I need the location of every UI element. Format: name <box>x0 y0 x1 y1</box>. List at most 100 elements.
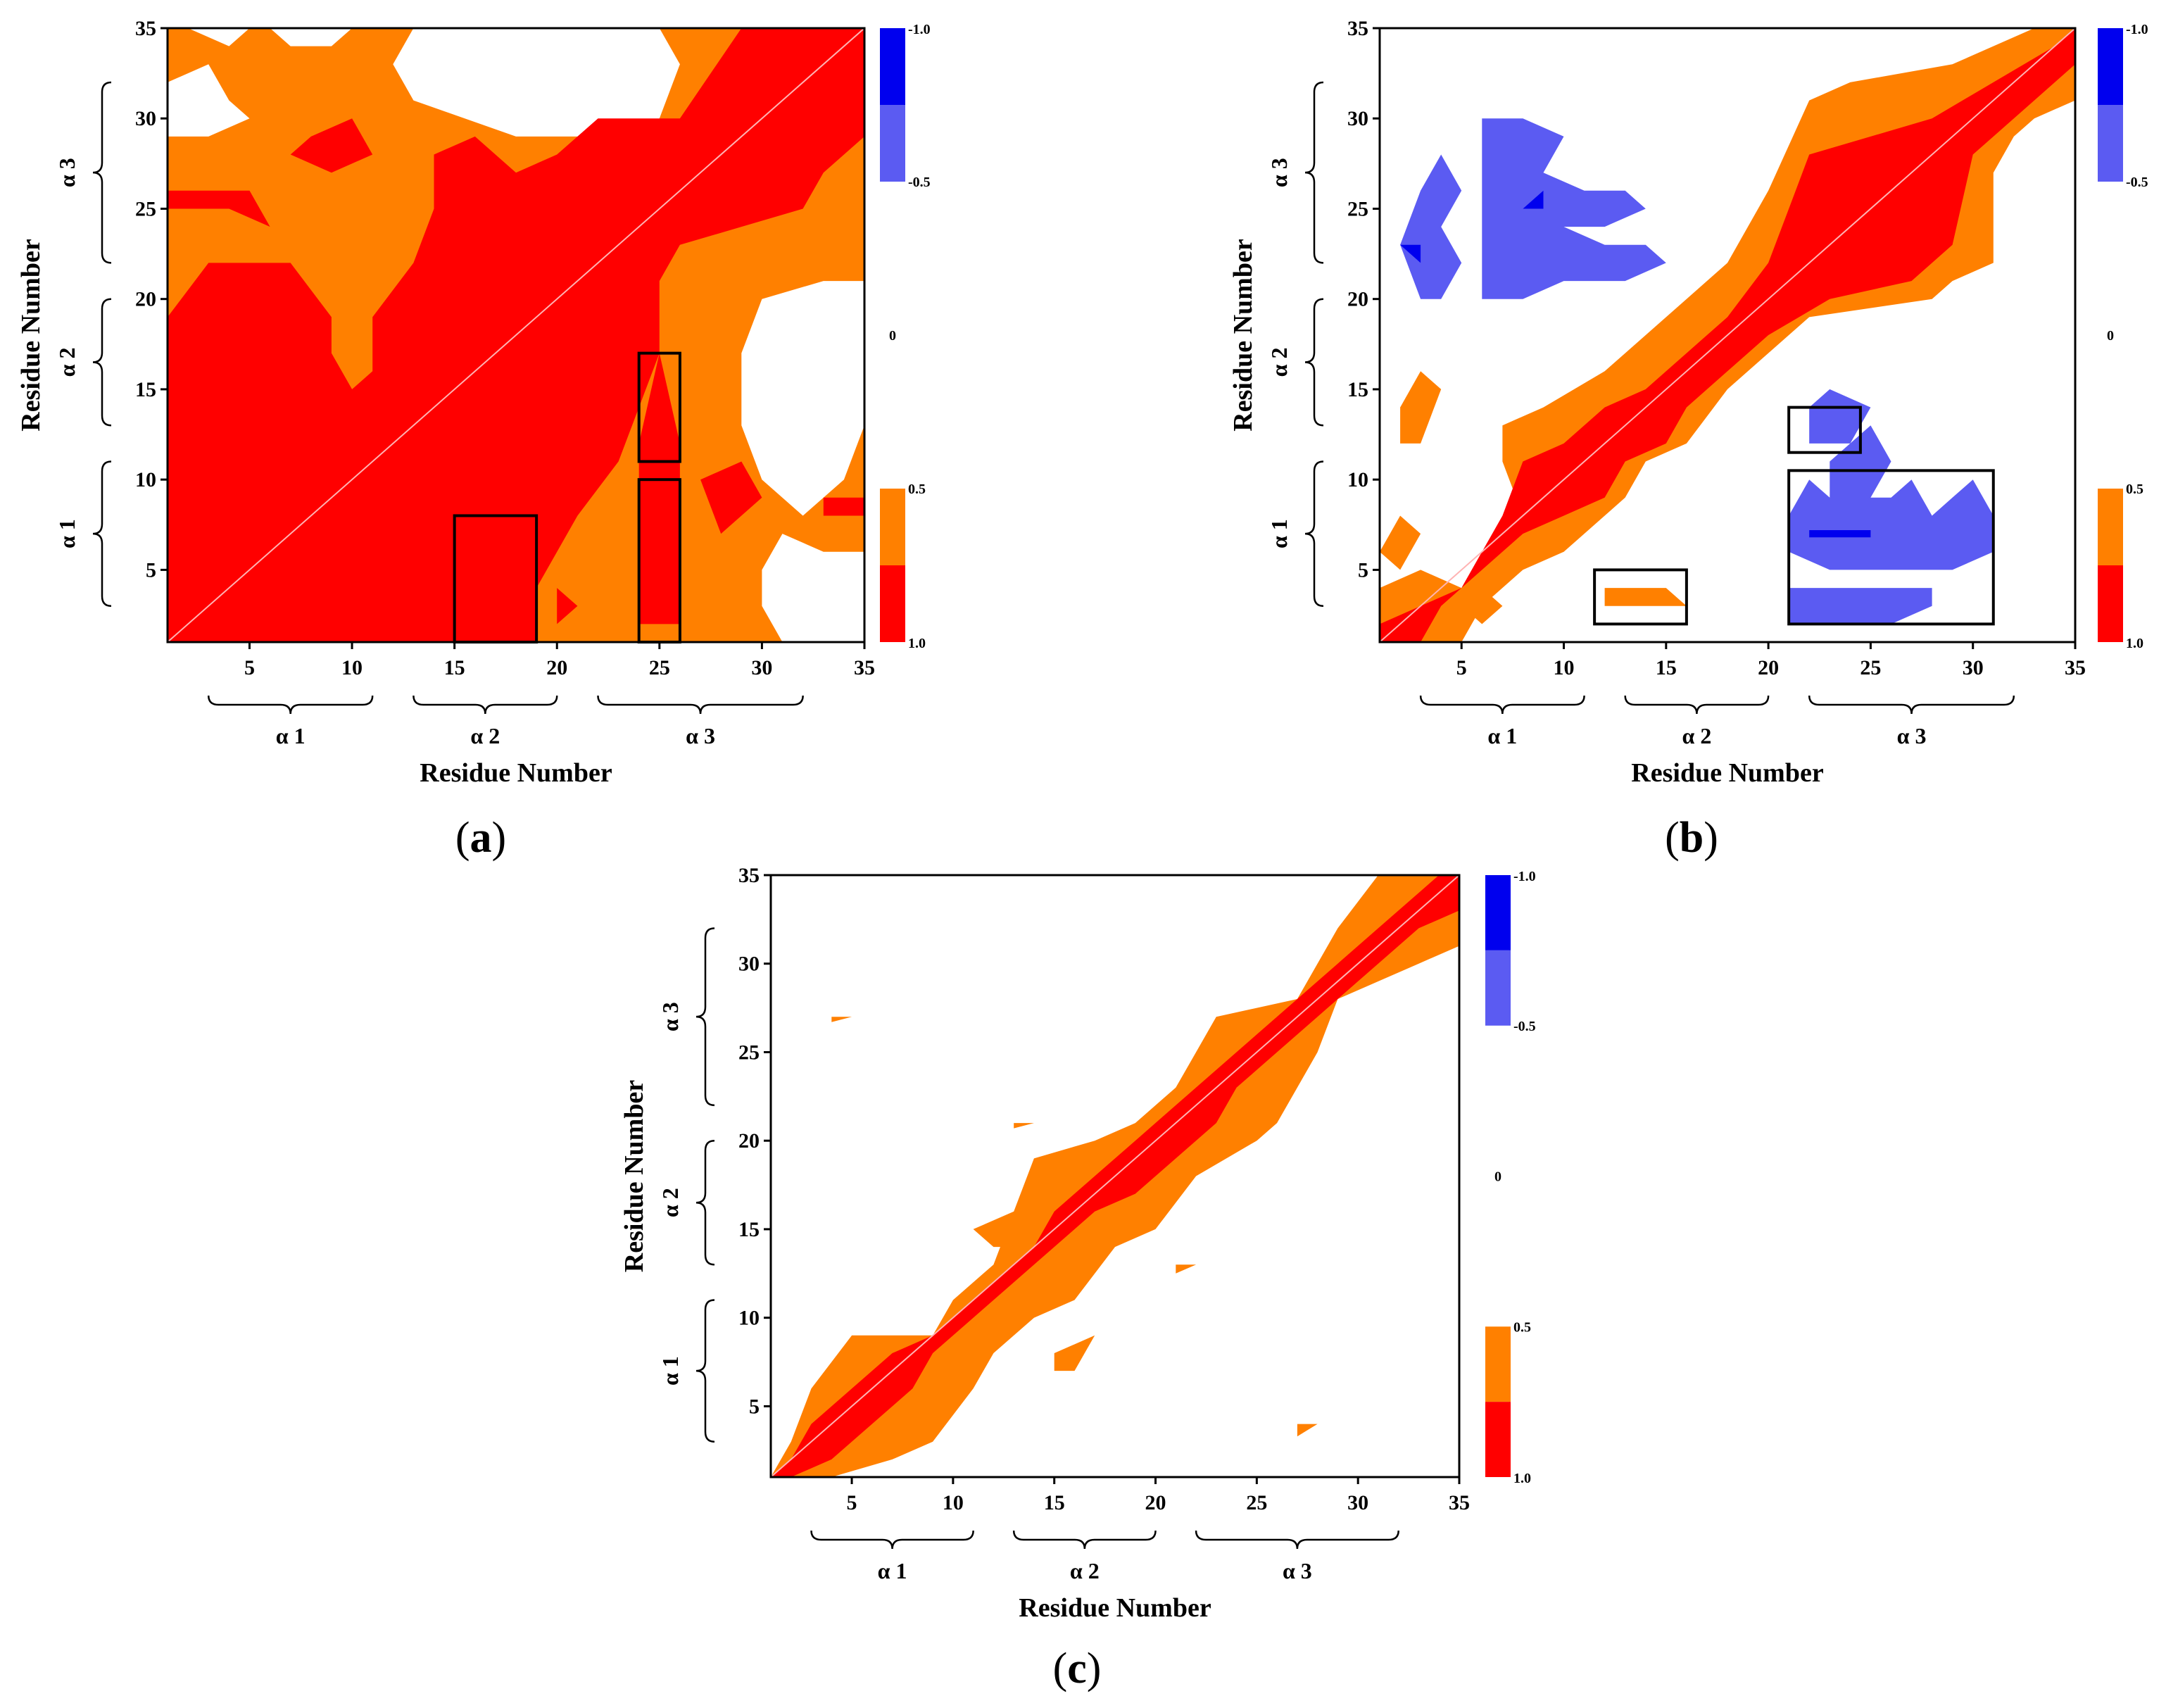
panel-label-part: a <box>470 814 492 862</box>
panel-label: (b) <box>1665 814 1718 862</box>
colorbar-segment <box>1485 875 1511 950</box>
y-tick-label: 10 <box>738 1307 760 1330</box>
y-helix-brace <box>695 927 715 1107</box>
plot-frame <box>769 874 1461 1478</box>
colorbar-label: 0.5 <box>1513 1319 1531 1335</box>
panel-label-part: b <box>1680 814 1704 862</box>
y-tick-label: 15 <box>738 1218 760 1241</box>
x-tick-label: 35 <box>2065 656 2086 679</box>
contour-region-orange <box>1297 1424 1318 1437</box>
x-helix-label: α 1 <box>276 723 306 748</box>
colorbar-label: 0 <box>1494 1169 1501 1185</box>
contour-region-red <box>700 461 762 534</box>
highlight-box <box>1787 469 1995 626</box>
contour-region-orange <box>1461 588 1503 624</box>
x-tick-label: 5 <box>847 1491 857 1514</box>
x-helix-label: α 1 <box>878 1558 907 1583</box>
y-tick-label: 10 <box>135 468 156 491</box>
panel-label-part: ( <box>455 814 470 862</box>
y-helix-brace <box>92 298 112 427</box>
plot-frame <box>166 27 866 643</box>
contour-region-red <box>290 118 373 173</box>
contour-regions <box>168 28 864 642</box>
colorbar-segment <box>880 565 905 642</box>
x-helix-brace <box>1195 1530 1399 1550</box>
x-axis-title: Residue Number <box>1019 1593 1211 1623</box>
y-tick-label: 25 <box>135 197 156 220</box>
colorbar-label: 0 <box>2107 328 2114 344</box>
contour-region-deep-blue <box>1523 190 1544 209</box>
y-tick-label: 35 <box>738 864 760 887</box>
x-tick-label: 10 <box>1554 656 1575 679</box>
colorbar-label: -0.5 <box>908 175 931 190</box>
panel-label-part: c <box>1067 1645 1087 1693</box>
contour-region-blue <box>1400 154 1462 299</box>
y-helix-label: α 3 <box>657 1002 683 1031</box>
y-tick-label: 20 <box>738 1129 760 1153</box>
contour-region-white <box>270 28 353 46</box>
y-tick-label: 15 <box>135 378 156 401</box>
x-tick-label: 35 <box>1449 1491 1470 1514</box>
contour-region-blue <box>1809 389 1871 444</box>
x-helix-brace <box>1624 695 1770 715</box>
diagonal-line <box>168 28 864 642</box>
x-tick-label: 20 <box>1145 1491 1166 1514</box>
colorbar-label: 0.5 <box>908 482 926 497</box>
y-axis-title: Residue Number <box>16 239 46 432</box>
contour-region-white <box>168 64 250 137</box>
colorbar-segment <box>2098 565 2123 642</box>
y-helix-label: α 2 <box>657 1188 683 1217</box>
colorbar-segment <box>880 489 905 565</box>
contour-region-white <box>393 28 680 137</box>
diagonal-line <box>771 875 1459 1477</box>
contour-region-white <box>741 281 864 516</box>
y-helix-brace <box>92 81 112 264</box>
contour-region-deep-blue <box>1809 530 1871 538</box>
contour-region-blue <box>1482 118 1666 299</box>
y-helix-label: α 2 <box>54 348 80 377</box>
x-axis-title: Residue Number <box>420 758 612 788</box>
y-helix-brace <box>1304 298 1324 427</box>
colorbar-label: -0.5 <box>1513 1019 1536 1034</box>
contour-region-orange <box>973 1211 1034 1248</box>
y-axis-title: Residue Number <box>619 1080 649 1273</box>
x-tick-label: 30 <box>1347 1491 1368 1514</box>
panel-label: (c) <box>1053 1645 1102 1693</box>
x-helix-label: α 3 <box>1897 723 1927 748</box>
contour-region-orange <box>1400 371 1442 444</box>
contour-region-orange <box>1380 515 1421 570</box>
y-tick-label: 25 <box>738 1041 760 1064</box>
colorbar-label: 1.0 <box>2126 636 2143 651</box>
x-tick-label: 5 <box>1456 656 1467 679</box>
colorbar-segment <box>2098 489 2123 565</box>
y-helix-brace <box>92 460 112 607</box>
x-tick-label: 10 <box>341 656 363 679</box>
y-tick-label: 20 <box>135 288 156 311</box>
x-tick-label: 15 <box>1656 656 1677 679</box>
y-helix-label: α 3 <box>54 158 80 187</box>
x-tick-label: 10 <box>943 1491 964 1514</box>
y-tick-label: 5 <box>146 558 156 582</box>
y-helix-label: α 2 <box>1266 348 1292 377</box>
colorbar-label: -1.0 <box>908 22 931 37</box>
y-tick-label: 25 <box>1347 197 1368 220</box>
x-helix-label: α 2 <box>470 723 500 748</box>
x-tick-label: 20 <box>1758 656 1779 679</box>
y-tick-label: 5 <box>749 1395 760 1418</box>
contour-regions <box>771 875 1459 1477</box>
y-tick-label: 35 <box>135 17 156 40</box>
contour-region-orange <box>1054 1335 1095 1371</box>
x-helix-label: α 2 <box>1070 1558 1100 1583</box>
x-helix-brace <box>597 695 804 715</box>
y-helix-brace <box>695 1299 715 1443</box>
plot-frame <box>1378 27 2077 643</box>
contour-region-blue <box>1789 588 1932 624</box>
panel-label-part: ( <box>1665 814 1680 862</box>
y-helix-brace <box>1304 81 1324 264</box>
panel-label-part: ) <box>1087 1645 1102 1693</box>
panel-label-part: ) <box>1704 814 1718 862</box>
colorbar-label: 1.0 <box>1513 1471 1531 1486</box>
contour-region-orange <box>1014 1123 1034 1129</box>
panel-c: 5 10 15 20 25 30 35 5 10 15 20 25 30 35 α 1 α 2 α 3 α 1 α … <box>619 864 1536 1693</box>
